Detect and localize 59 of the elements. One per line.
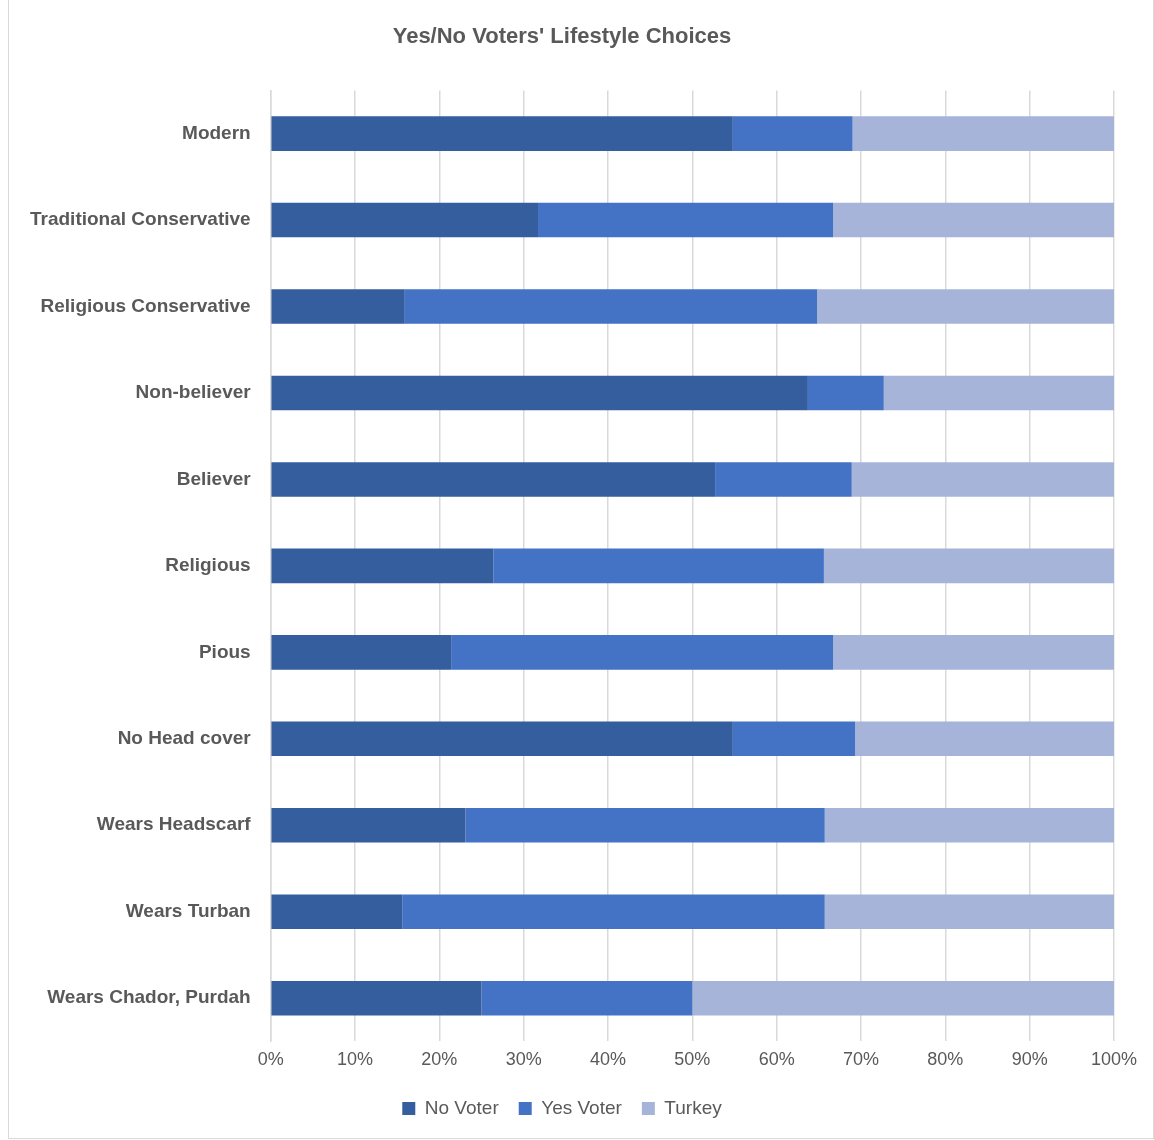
x-tick-label: 90% bbox=[1011, 1049, 1048, 1070]
y-tick-label: Religious bbox=[165, 554, 251, 576]
legend-label: No Voter bbox=[424, 1096, 500, 1118]
bar bbox=[883, 375, 1114, 411]
bar bbox=[402, 894, 825, 930]
x-tick-label: 30% bbox=[505, 1049, 542, 1070]
bar bbox=[732, 116, 853, 151]
bar bbox=[271, 462, 716, 497]
x-tick-label: 40% bbox=[589, 1049, 627, 1070]
bar bbox=[271, 202, 539, 238]
bar bbox=[271, 721, 733, 757]
x-tick-label: 70% bbox=[842, 1049, 880, 1070]
y-tick-label: Non-believer bbox=[135, 381, 252, 403]
bar bbox=[715, 462, 852, 497]
bar bbox=[481, 980, 693, 1016]
bar bbox=[271, 289, 405, 324]
bar bbox=[732, 721, 856, 757]
bar bbox=[823, 548, 1114, 584]
bar bbox=[855, 721, 1114, 757]
y-tick-label: Religious Conservative bbox=[40, 294, 251, 316]
bar bbox=[451, 635, 834, 670]
x-tick-label: 20% bbox=[421, 1049, 458, 1070]
x-tick-label: 50% bbox=[674, 1049, 711, 1070]
y-tick-label: Wears Chador, Purdah bbox=[47, 986, 251, 1008]
bar bbox=[271, 807, 466, 843]
bar bbox=[817, 289, 1114, 324]
legend-label: Turkey bbox=[664, 1096, 723, 1118]
bar bbox=[833, 202, 1114, 238]
x-tick-label: 10% bbox=[337, 1049, 374, 1070]
y-tick-label: Wears Turban bbox=[125, 899, 251, 921]
bar bbox=[271, 375, 808, 411]
bar bbox=[824, 807, 1114, 843]
bar bbox=[852, 116, 1114, 151]
bar bbox=[538, 202, 834, 238]
bar bbox=[404, 289, 818, 324]
y-tick-label: Believer bbox=[176, 467, 252, 489]
bar bbox=[271, 548, 494, 584]
y-tick-label: Wears Headscarf bbox=[96, 813, 252, 835]
y-tick-label: Traditional Conservative bbox=[29, 208, 251, 230]
bar bbox=[271, 894, 403, 930]
bar bbox=[271, 635, 452, 670]
bar bbox=[851, 462, 1114, 497]
bar bbox=[271, 116, 733, 151]
chart-title: Yes/No Voters' Lifestyle Choices bbox=[392, 23, 732, 49]
bar bbox=[824, 894, 1114, 930]
bar bbox=[692, 980, 1114, 1016]
x-tick-label: 100% bbox=[1090, 1049, 1138, 1070]
bar bbox=[271, 980, 482, 1016]
y-tick-label: No Head cover bbox=[117, 727, 252, 749]
x-tick-label: 60% bbox=[758, 1049, 795, 1070]
bar bbox=[807, 375, 884, 411]
x-tick-label: 0% bbox=[257, 1049, 284, 1070]
y-tick-label: Pious bbox=[198, 640, 251, 662]
bar bbox=[465, 807, 825, 843]
y-tick-label: Modern bbox=[182, 121, 251, 143]
legend-label: Yes Voter bbox=[541, 1096, 623, 1118]
bar bbox=[833, 635, 1114, 670]
x-tick-label: 80% bbox=[927, 1049, 964, 1070]
bar bbox=[493, 548, 824, 584]
